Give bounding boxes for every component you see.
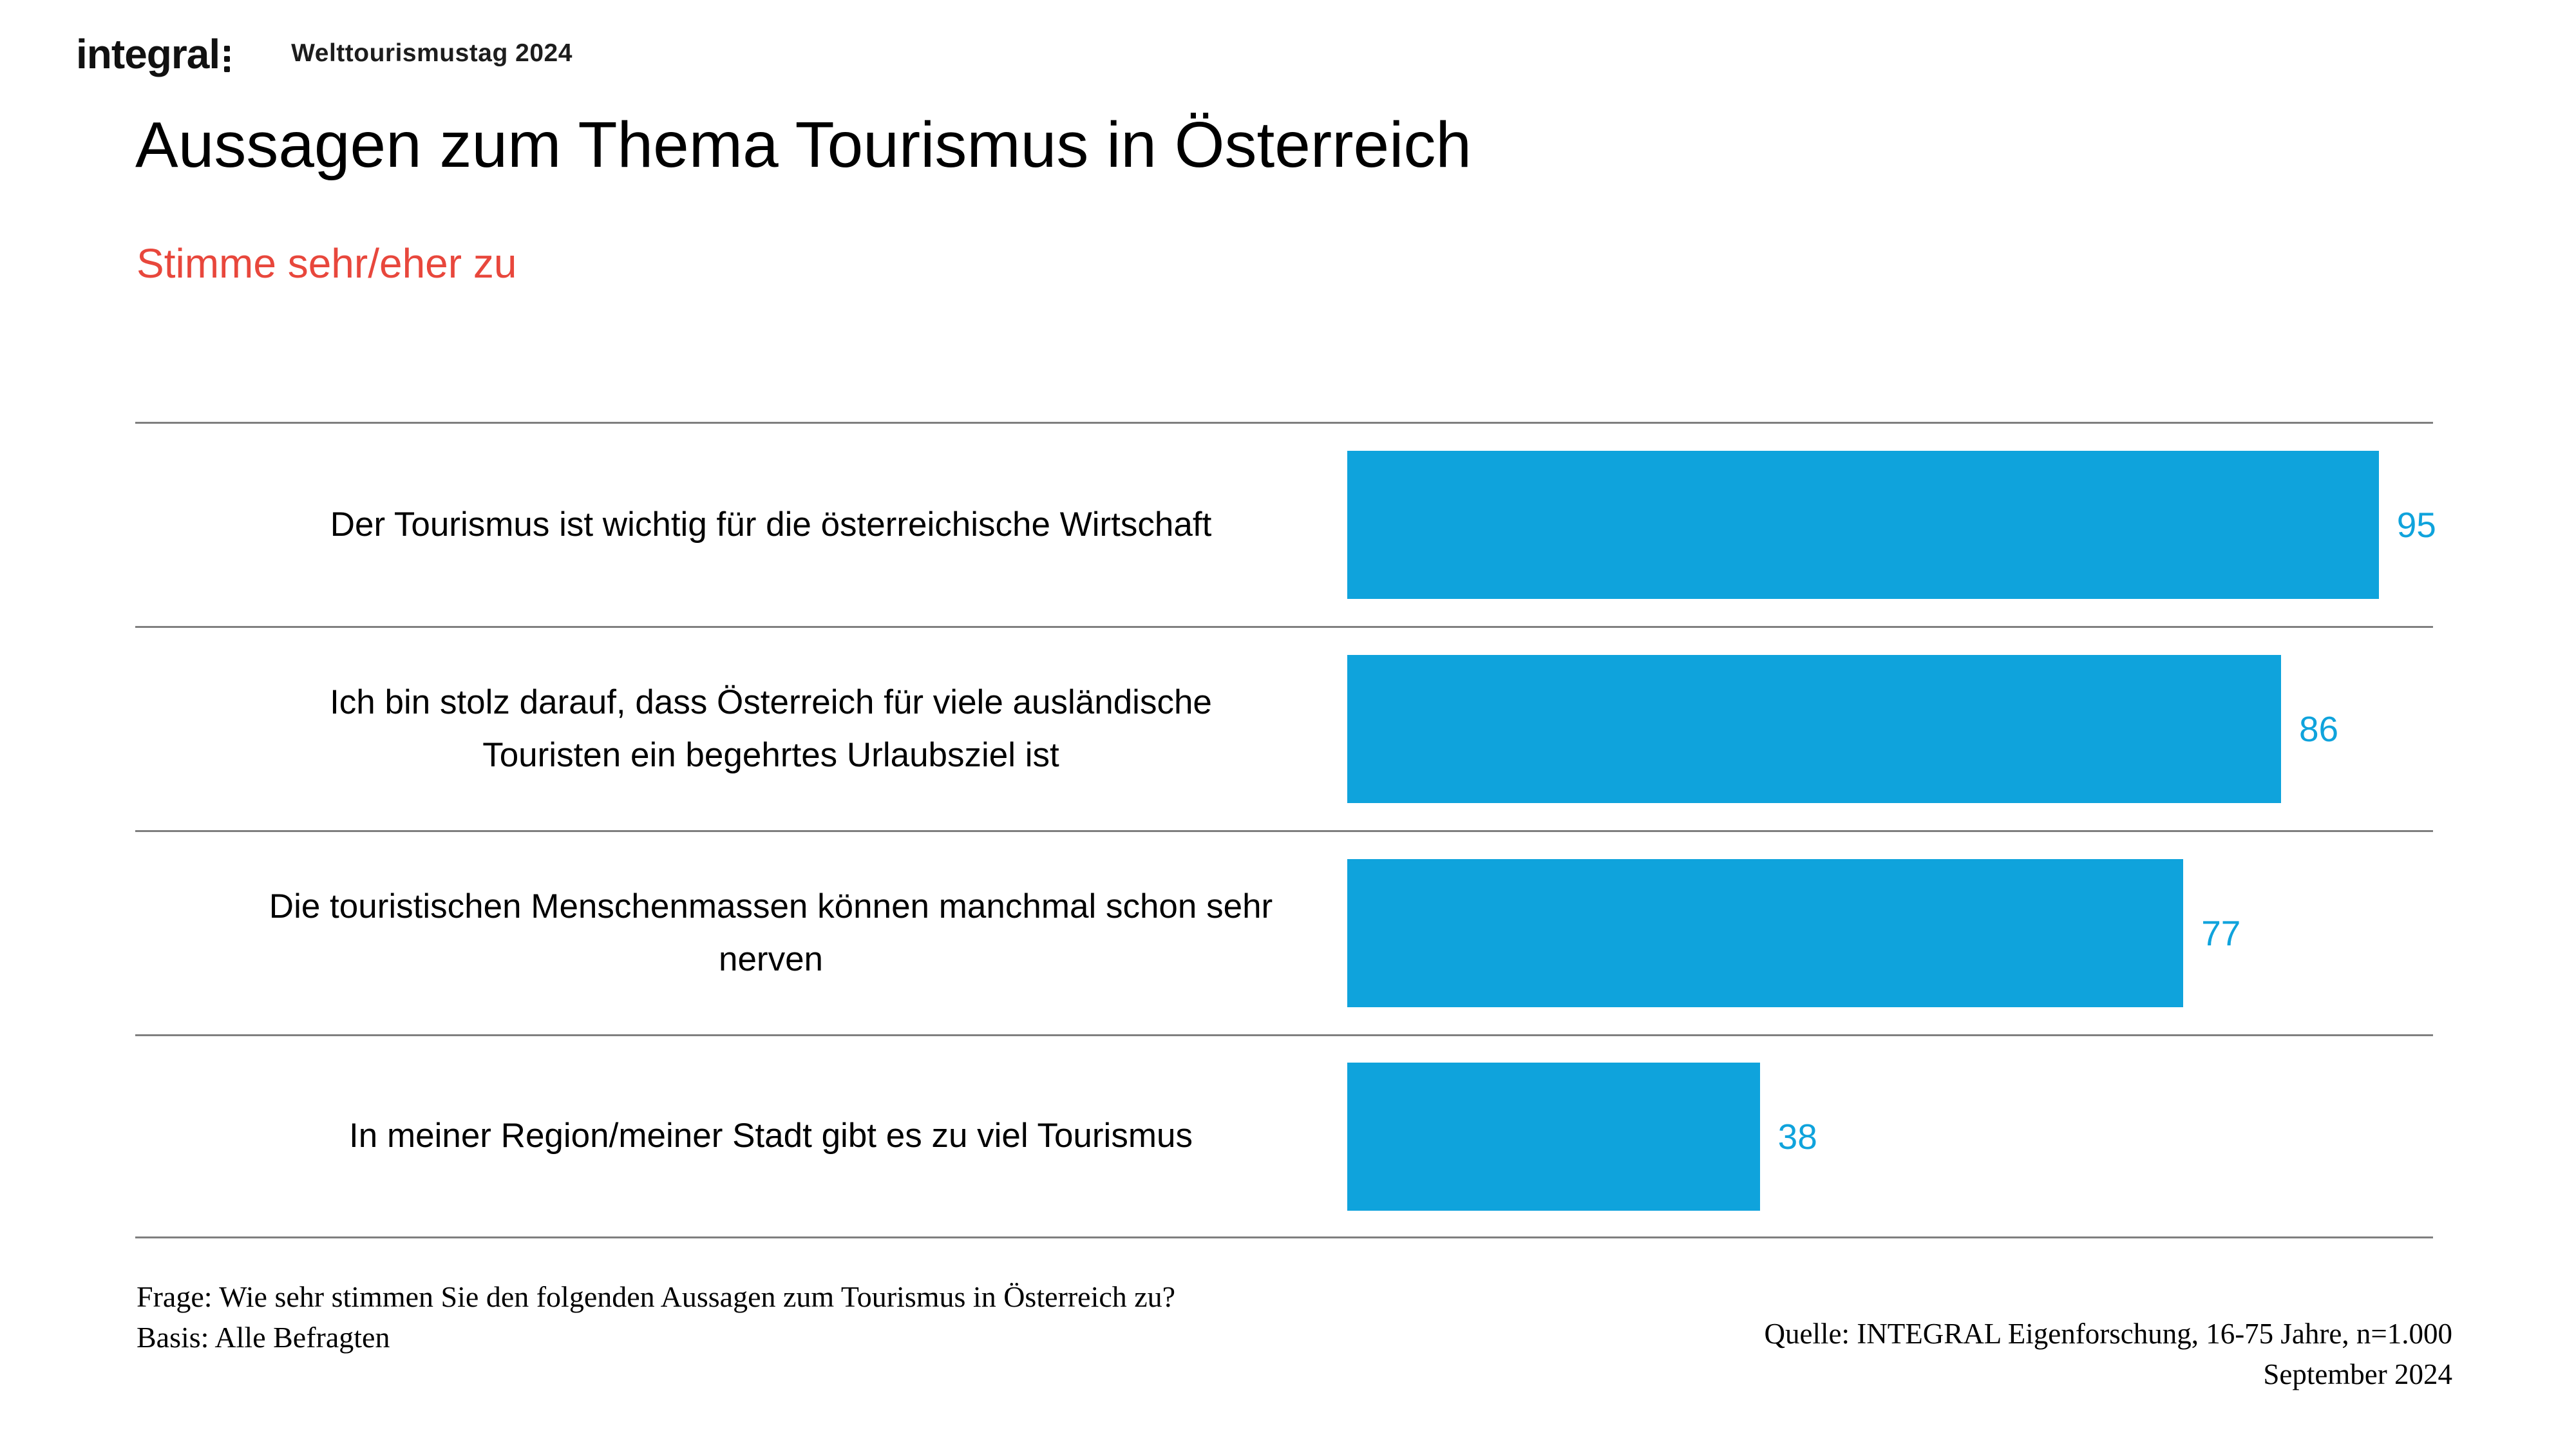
bar [1347, 451, 2379, 599]
chart-row: Die touristischen Menschenmassen können … [135, 830, 2433, 1034]
integral-logo-dots-icon [224, 46, 231, 72]
header-topic: Welttourismustag 2024 [291, 39, 573, 67]
chart-row: Ich bin stolz darauf, dass Österreich fü… [135, 626, 2433, 830]
chart-row: Der Tourismus ist wichtig für die österr… [135, 422, 2436, 626]
bar [1347, 655, 2281, 803]
bar [1347, 859, 2184, 1007]
footer-question: Frage: Wie sehr stimmen Sie den folgende… [137, 1280, 1176, 1313]
footer-left: Frage: Wie sehr stimmen Sie den folgende… [137, 1276, 1175, 1358]
brand-header: integral Welttourismustag 2024 [76, 33, 573, 75]
bar-zone: 95 [1347, 424, 2436, 626]
value-label: 38 [1777, 1116, 1817, 1157]
category-label: In meiner Region/meiner Stadt gibt es zu… [349, 1117, 1193, 1155]
footer-basis: Basis: Alle Befragten [137, 1321, 390, 1354]
value-label: 86 [2298, 709, 2339, 749]
page-title: Aussagen zum Thema Tourismus in Österrei… [135, 109, 1472, 181]
category-label: Der Tourismus ist wichtig für die österr… [330, 505, 1212, 544]
bar [1347, 1062, 1760, 1211]
bar-zone: 77 [1347, 832, 2433, 1034]
bar-zone: 86 [1347, 628, 2433, 830]
integral-logo-text: integral [76, 31, 220, 77]
bar-zone: 38 [1347, 1036, 2433, 1236]
footer-right: Quelle: INTEGRAL Eigenforschung, 16-75 J… [1765, 1314, 2452, 1395]
agreement-subtitle: Stimme sehr/eher zu [137, 240, 517, 287]
category-label: Ich bin stolz darauf, dass Österreich fü… [330, 683, 1212, 774]
category-label: Die touristischen Menschenmassen können … [269, 887, 1273, 978]
chart-row: In meiner Region/meiner Stadt gibt es zu… [135, 1034, 2433, 1238]
integral-logo: integral [76, 31, 231, 77]
bar-chart: Der Tourismus ist wichtig für die österr… [135, 422, 2436, 1238]
value-label: 95 [2396, 505, 2436, 545]
footer-date: September 2024 [2263, 1358, 2452, 1390]
value-label: 77 [2201, 913, 2241, 953]
footer-source: Quelle: INTEGRAL Eigenforschung, 16-75 J… [1764, 1318, 2452, 1350]
